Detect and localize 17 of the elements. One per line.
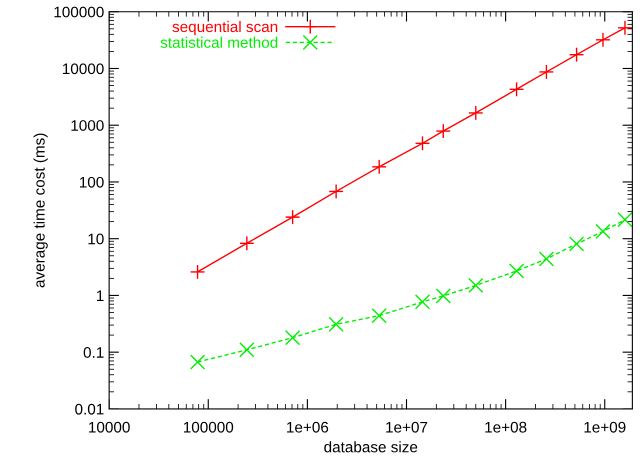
y-tick-label: 1000 [71,120,104,131]
legend-label: statistical method [160,36,278,48]
x-tick-label: 1e+08 [485,422,526,433]
y-axis-title: average time cost (ms) [34,134,48,288]
y-tick-label: 1 [96,290,104,301]
x-tick-label: 1e+09 [584,422,626,433]
x-axis-title: database size [324,441,418,452]
x-tick-label: 1e+06 [287,422,328,433]
x-tick-label: 100000 [184,422,234,433]
y-tick-label: 10000 [62,63,104,74]
y-tick-label: 10 [88,234,104,244]
y-tick-label: 100 [80,176,104,188]
y-tick-label: 0.01 [75,404,104,415]
x-tick-label: 1e+07 [386,422,428,433]
y-tick-label: 0.1 [84,347,104,358]
legend-label: sequential scan [172,20,278,36]
y-tick-label: 100000 [54,6,104,18]
